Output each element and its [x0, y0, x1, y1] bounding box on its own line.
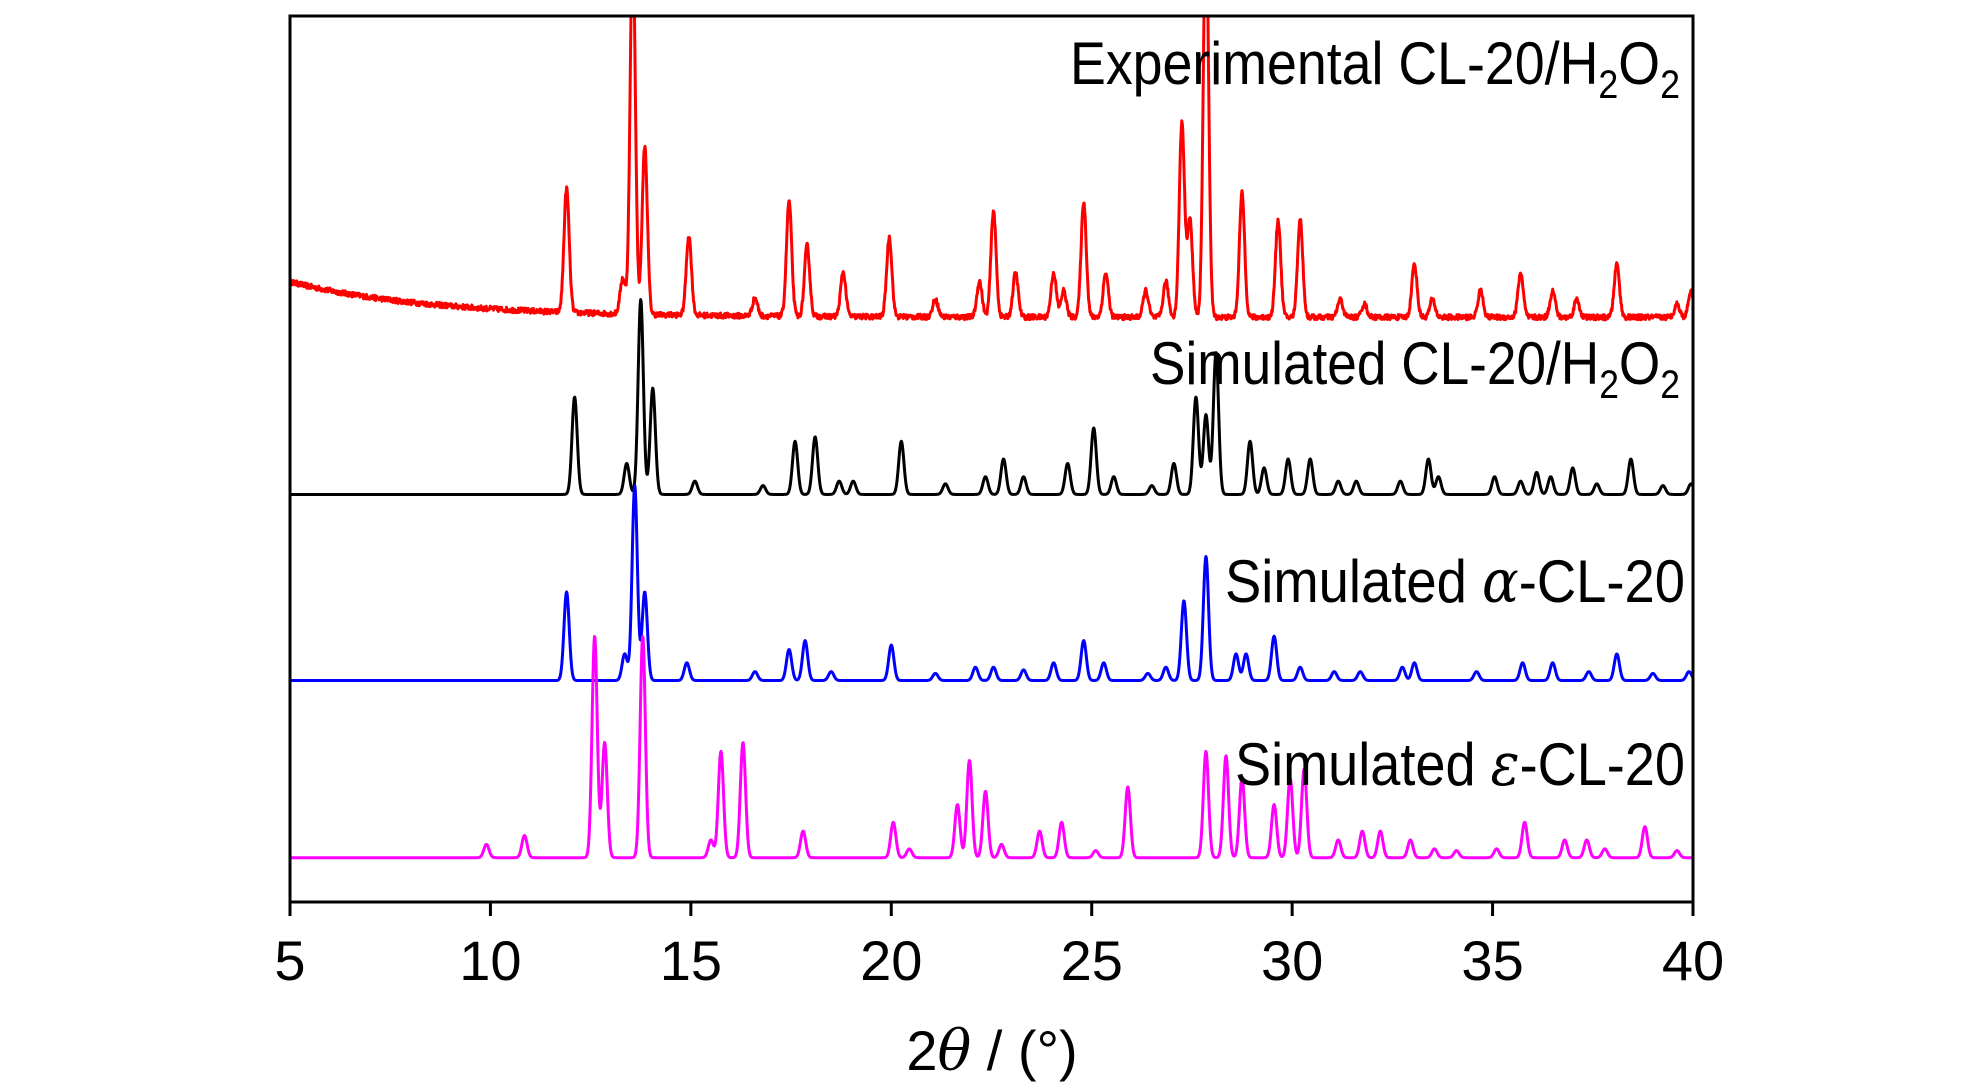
x-axis-label: 2θ / (°) — [906, 1019, 1077, 1084]
x-tick-label-15: 15 — [660, 929, 722, 992]
x-axis-ticks: 5 10 15 20 25 30 35 40 — [274, 902, 1724, 992]
x-tick-label-30: 30 — [1261, 929, 1323, 992]
series-line-epsilon — [290, 635, 1693, 860]
plot-frame — [288, 14, 1695, 904]
series-label-simulated-h2o2: Simulated CL-20/H2O2 — [1150, 330, 1680, 407]
series-labels: Experimental CL-20/H2O2 Simulated CL-20/… — [1070, 30, 1685, 800]
x-tick-label-25: 25 — [1061, 929, 1123, 992]
x-tick-label-20: 20 — [860, 929, 922, 992]
x-tick-label-35: 35 — [1461, 929, 1523, 992]
series-line-alpha — [290, 484, 1693, 682]
series-line-exp — [290, 16, 1693, 322]
x-tick-label-5: 5 — [274, 929, 305, 992]
series-layer — [290, 16, 1693, 860]
series-label-experimental: Experimental CL-20/H2O2 — [1070, 30, 1680, 107]
series-line-simh2o2 — [290, 298, 1693, 496]
series-label-epsilon: Simulated ε-CL-20 — [1235, 730, 1685, 800]
x-tick-label-40: 40 — [1662, 929, 1724, 992]
x-tick-label-10: 10 — [459, 929, 521, 992]
series-label-alpha: Simulated α-CL-20 — [1225, 547, 1685, 617]
